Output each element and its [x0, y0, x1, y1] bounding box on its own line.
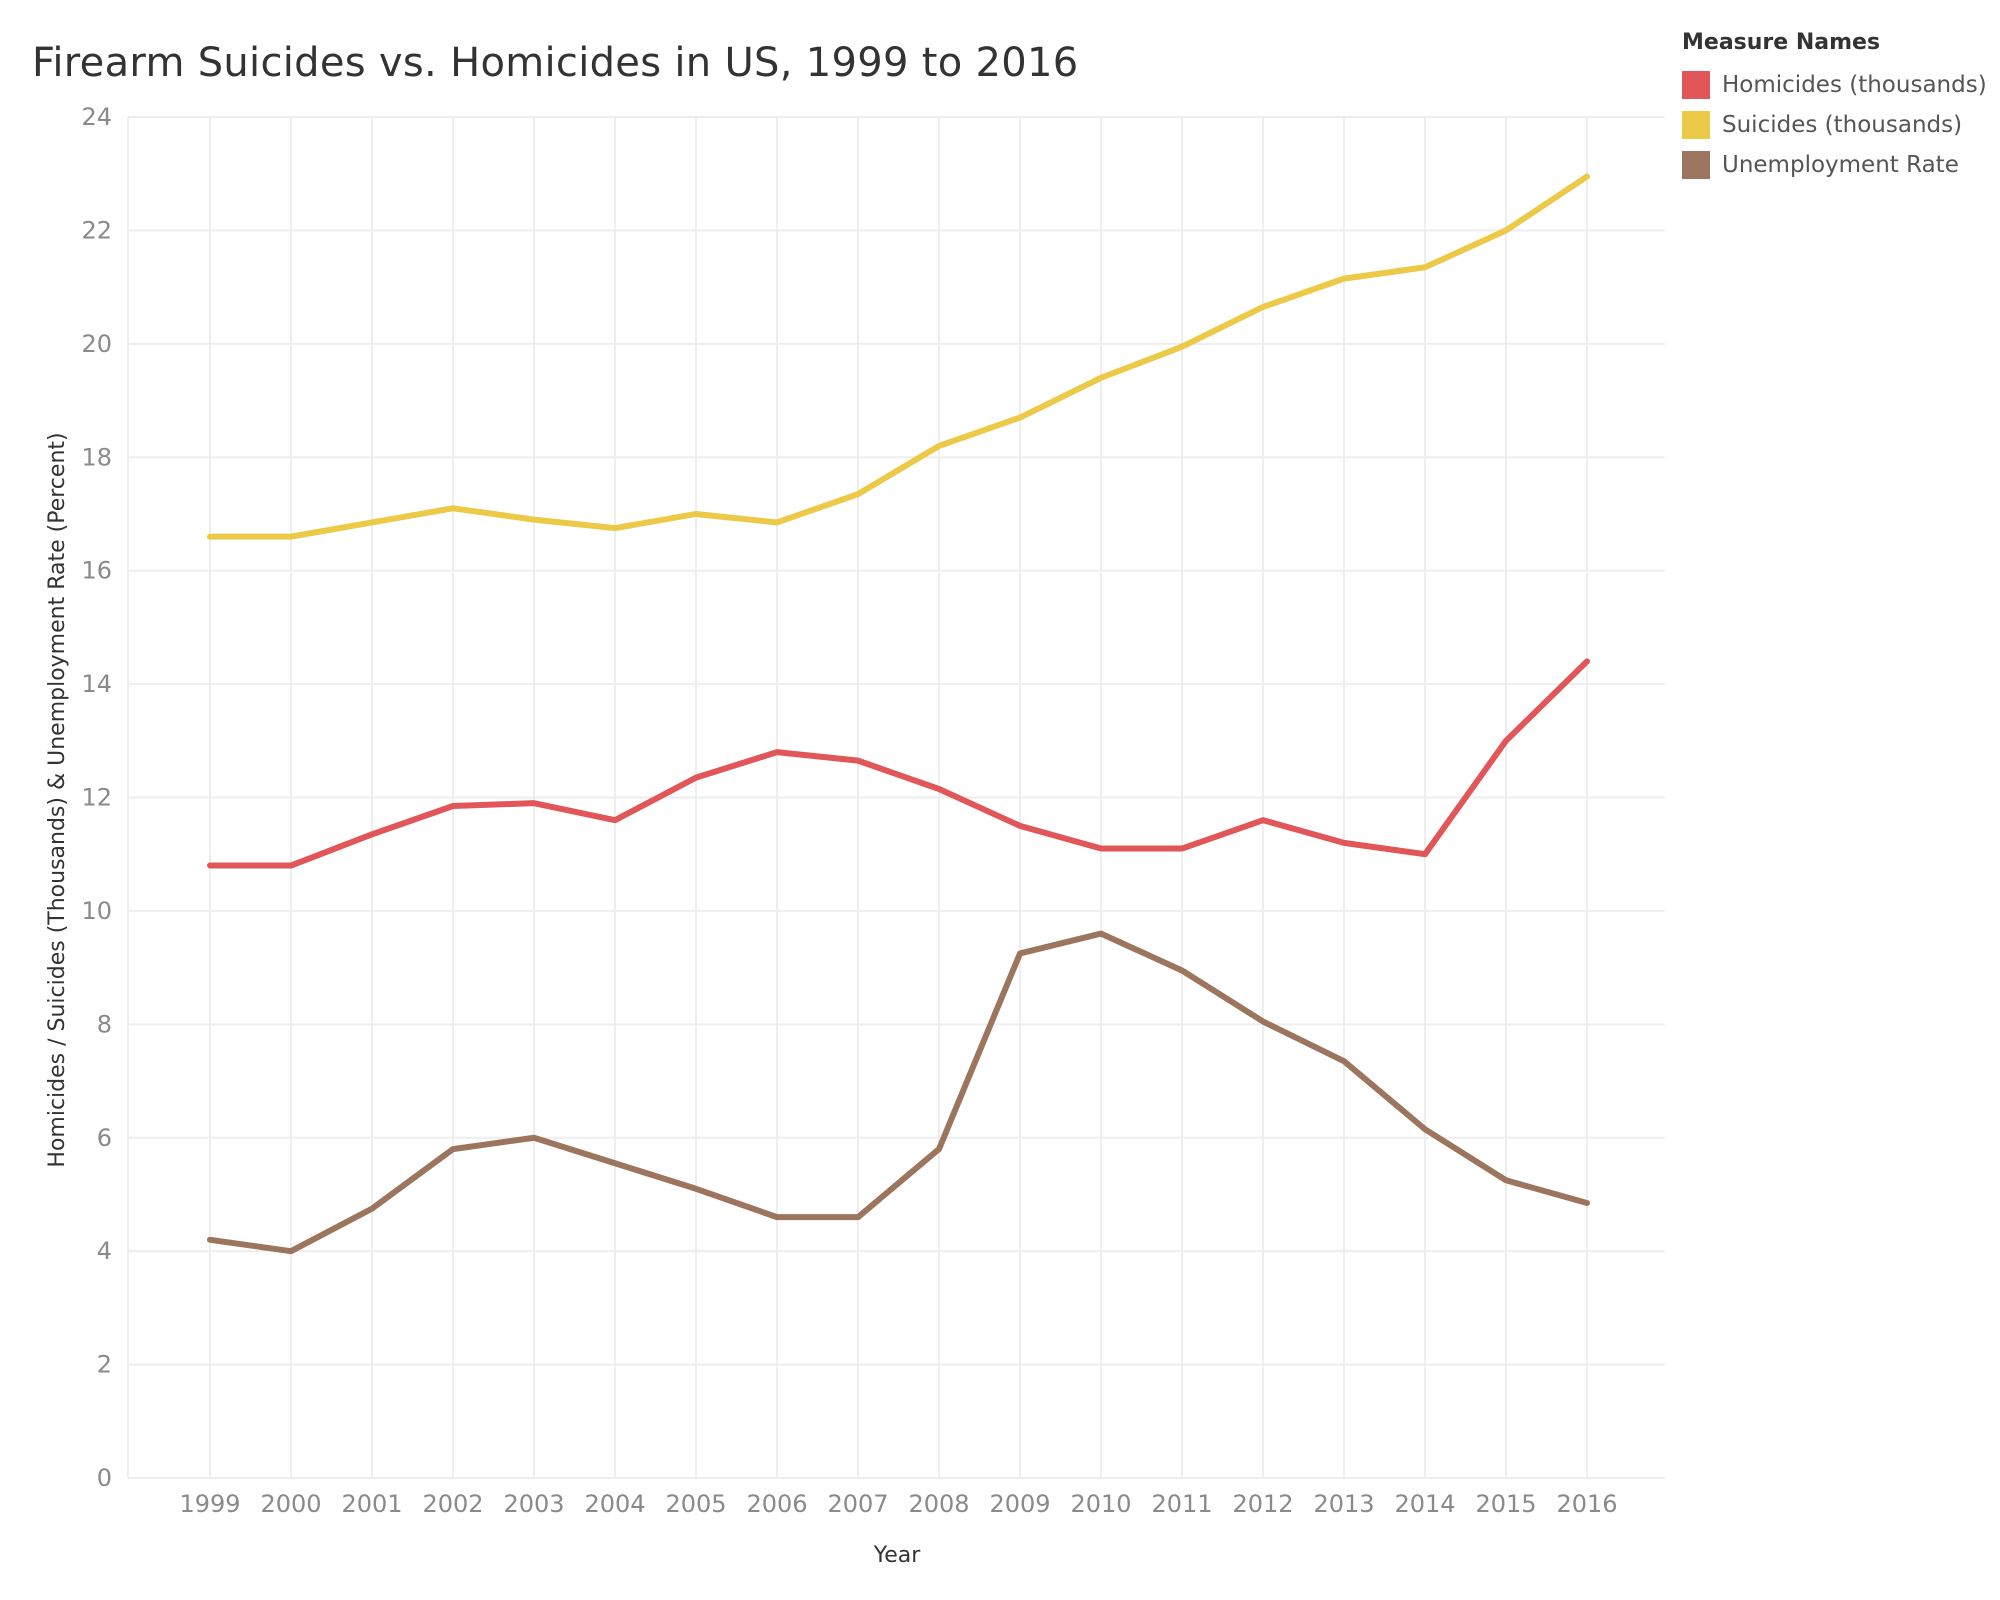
y-tick-label: 16 [81, 557, 112, 585]
x-tick-label: 1999 [179, 1490, 240, 1518]
x-tick-label: 2008 [908, 1490, 969, 1518]
legend-item-homicides[interactable]: Homicides (thousands) [1682, 65, 1987, 105]
legend-item-unemployment[interactable]: Unemployment Rate [1682, 145, 1982, 185]
legend-swatch-homicides [1682, 71, 1710, 99]
x-tick-label: 2003 [503, 1490, 564, 1518]
legend-item-suicides[interactable]: Suicides (thousands) [1682, 105, 1982, 145]
y-tick-label: 0 [97, 1464, 112, 1492]
x-tick-label: 2011 [1151, 1490, 1212, 1518]
chart-title: Firearm Suicides vs. Homicides in US, 19… [32, 40, 1079, 86]
y-tick-label: 10 [81, 897, 112, 925]
legend: Measure Names Homicides (thousands) Suic… [1682, 30, 1987, 185]
grid-lines [127, 116, 1665, 1479]
y-tick-label: 12 [81, 784, 112, 812]
x-tick-label: 2009 [989, 1490, 1050, 1518]
x-tick-label: 2016 [1556, 1490, 1617, 1518]
legend-label-homicides: Homicides (thousands) [1722, 72, 1987, 98]
x-tick-label: 2000 [260, 1490, 321, 1518]
x-tick-label: 2004 [584, 1490, 645, 1518]
x-tick-label: 2012 [1232, 1490, 1293, 1518]
x-axis-label: Year [873, 1543, 922, 1568]
x-tick-label: 2005 [665, 1490, 726, 1518]
series-line-homicides-thousands[interactable] [207, 658, 1590, 869]
series-line-suicides-thousands[interactable] [207, 173, 1590, 540]
y-tick-label: 2 [97, 1351, 112, 1379]
legend-title: Measure Names [1682, 30, 1881, 55]
x-tick-label: 2002 [422, 1490, 483, 1518]
legend-swatch-suicides [1682, 111, 1710, 139]
legend-label-suicides: Suicides (thousands) [1722, 112, 1963, 138]
x-tick-label: 2006 [746, 1490, 807, 1518]
y-tick-label: 18 [81, 443, 112, 471]
y-tick-label: 14 [81, 670, 112, 698]
x-tick-label: 2001 [341, 1490, 402, 1518]
legend-label-unemployment: Unemployment Rate [1722, 152, 1959, 178]
y-axis-label: Homicides / Suicides (Thousands) & Unemp… [45, 432, 70, 1167]
x-tick-labels: 1999 2000 2001 2002 2003 2004 2005 2006 2007 2008… [179, 1490, 1617, 1518]
x-tick-label: 2014 [1394, 1490, 1455, 1518]
x-tick-label: 2007 [827, 1490, 888, 1518]
x-tick-label: 2010 [1070, 1490, 1131, 1518]
x-tick-label: 2013 [1313, 1490, 1374, 1518]
y-tick-label: 24 [81, 103, 112, 131]
series-line-unemployment-rate[interactable] [207, 930, 1590, 1255]
y-tick-label: 20 [81, 330, 112, 358]
y-tick-label: 6 [97, 1124, 112, 1152]
x-tick-label: 2015 [1475, 1490, 1536, 1518]
y-tick-label: 4 [97, 1237, 112, 1265]
y-tick-label: 22 [81, 216, 112, 244]
series-lines [207, 173, 1590, 1255]
legend-swatch-unemployment [1682, 151, 1710, 179]
y-tick-label: 8 [97, 1010, 112, 1038]
